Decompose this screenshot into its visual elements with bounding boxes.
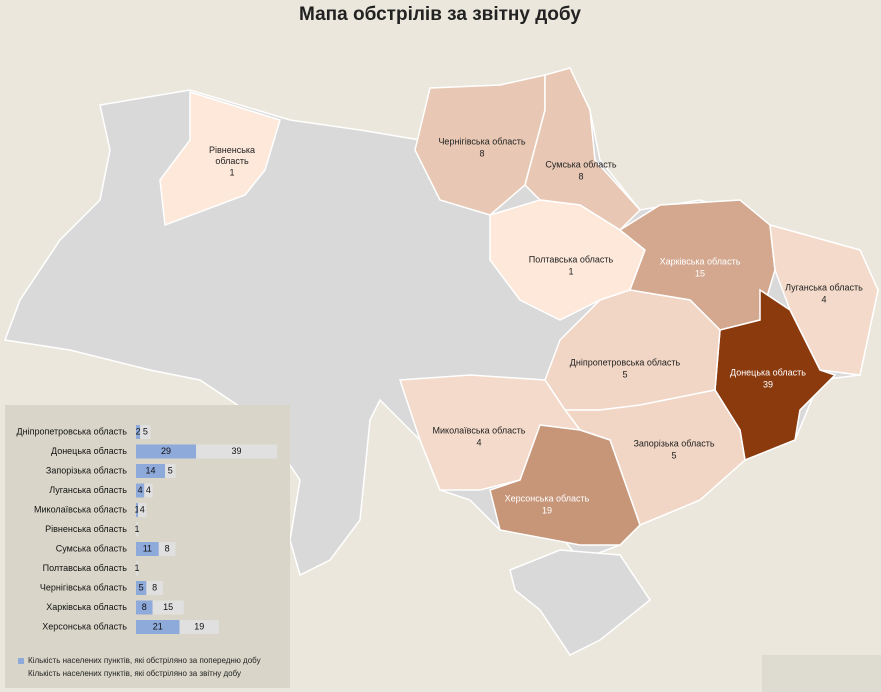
bar bbox=[140, 425, 151, 439]
value-label: 5 bbox=[168, 465, 173, 475]
category-label: Запорізька область bbox=[46, 465, 127, 475]
value-label: 1 bbox=[135, 504, 140, 514]
category-label: Сумська область bbox=[56, 543, 128, 553]
region-value: 1 bbox=[229, 167, 234, 177]
title: Мапа обстрілів за звітну добу bbox=[299, 4, 581, 25]
value-label: 39 bbox=[232, 446, 242, 456]
region-value: 5 bbox=[622, 369, 627, 379]
region-name: Запорізька область bbox=[633, 438, 714, 448]
category-label: Донецька область bbox=[51, 446, 127, 456]
category-label: Миколаївська область bbox=[34, 504, 127, 514]
category-label: Чернігівська область bbox=[40, 582, 127, 592]
value-label: 8 bbox=[165, 543, 170, 553]
region-name: Харківська область bbox=[660, 256, 741, 266]
bar bbox=[196, 444, 277, 459]
category-label: Херсонська область bbox=[42, 621, 127, 631]
value-label: 4 bbox=[140, 504, 145, 514]
category-label: Дніпропетровська область bbox=[17, 426, 128, 436]
value-label: 4 bbox=[138, 485, 143, 495]
bar bbox=[158, 542, 176, 556]
value-label: 21 bbox=[153, 621, 163, 631]
bar bbox=[136, 444, 197, 459]
region-name: Луганська область bbox=[785, 282, 863, 292]
value-label: 1 bbox=[135, 524, 140, 534]
region bbox=[714, 288, 837, 462]
region-name: Сумська область bbox=[545, 159, 617, 169]
region-name: Донецька область bbox=[730, 367, 806, 377]
bar bbox=[136, 600, 153, 615]
value-label: 5 bbox=[139, 582, 144, 592]
region-name: Рівненська область bbox=[209, 145, 255, 166]
bar bbox=[179, 620, 219, 634]
region-value: 15 bbox=[695, 268, 705, 278]
category-label: Рівненська область bbox=[45, 524, 127, 534]
region-name: Херсонська область bbox=[505, 493, 590, 503]
bar bbox=[144, 483, 153, 498]
region-value: 8 bbox=[479, 148, 484, 158]
region-name: Миколаївська область bbox=[433, 425, 526, 435]
crimea bbox=[509, 549, 652, 656]
region-name: Полтавська область bbox=[529, 254, 614, 264]
region bbox=[489, 424, 641, 546]
value-label: 11 bbox=[143, 543, 152, 553]
bar bbox=[136, 483, 145, 498]
region-name: Дніпропетровська область bbox=[570, 357, 681, 367]
bar bbox=[136, 542, 159, 556]
category-label: Харківська область bbox=[46, 602, 127, 612]
value-label: 4 bbox=[146, 485, 151, 495]
bar bbox=[152, 600, 184, 615]
bar bbox=[138, 503, 147, 517]
bar bbox=[165, 464, 176, 478]
region-value: 19 bbox=[542, 505, 552, 515]
value-label: 1 bbox=[135, 563, 140, 573]
region bbox=[159, 90, 281, 227]
region-value: 8 bbox=[578, 171, 583, 181]
legend-label: Кількість населених пунктів, які обстріл… bbox=[28, 669, 241, 678]
value-label: 8 bbox=[142, 602, 147, 612]
region-value: 1 bbox=[568, 266, 573, 276]
region-value: 4 bbox=[821, 294, 826, 304]
bar bbox=[136, 522, 139, 537]
bar bbox=[136, 620, 180, 634]
legend-label: Кількість населених пунктів, які обстріл… bbox=[28, 656, 261, 665]
bar bbox=[136, 464, 166, 478]
value-label: 8 bbox=[152, 582, 157, 592]
value-label: 2 bbox=[136, 426, 141, 436]
bar bbox=[136, 581, 147, 595]
region-value: 39 bbox=[763, 379, 773, 389]
value-label: 19 bbox=[194, 621, 204, 631]
legend-swatch bbox=[18, 658, 24, 664]
region-value: 5 bbox=[671, 450, 676, 460]
category-label: Луганська область bbox=[49, 485, 127, 495]
corner-box bbox=[762, 655, 881, 692]
value-label: 5 bbox=[143, 426, 148, 436]
category-label: Полтавська область bbox=[43, 563, 128, 573]
region-value: 4 bbox=[476, 437, 481, 447]
region-name: Чернігівська область bbox=[438, 136, 525, 146]
bar bbox=[136, 503, 139, 517]
bar bbox=[136, 425, 141, 439]
value-label: 14 bbox=[146, 465, 156, 475]
bar bbox=[146, 581, 163, 595]
value-label: 29 bbox=[161, 446, 171, 456]
value-label: 15 bbox=[163, 602, 173, 612]
region bbox=[769, 223, 879, 376]
bar bbox=[136, 561, 139, 576]
